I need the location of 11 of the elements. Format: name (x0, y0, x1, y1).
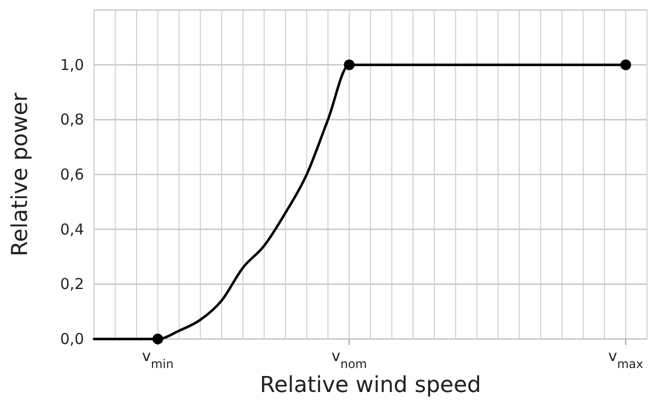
x-axis-title: Relative wind speed (260, 373, 482, 398)
x-tick-label: v$_{nom}$ (331, 347, 367, 371)
y-tick-label: 0,6 (60, 166, 84, 184)
y-tick-label: 1,0 (60, 56, 84, 74)
y-tick-label: 0,0 (60, 330, 84, 348)
x-tick-label: v$_{max}$ (608, 347, 644, 371)
y-tick-label: 0,2 (60, 275, 84, 294)
y-axis-title: Relative power (8, 92, 33, 256)
x-tick-label: v$_{min}$ (142, 347, 174, 371)
y-tick-label: 0,4 (60, 220, 84, 238)
y-tick-label: 0,8 (60, 110, 84, 129)
